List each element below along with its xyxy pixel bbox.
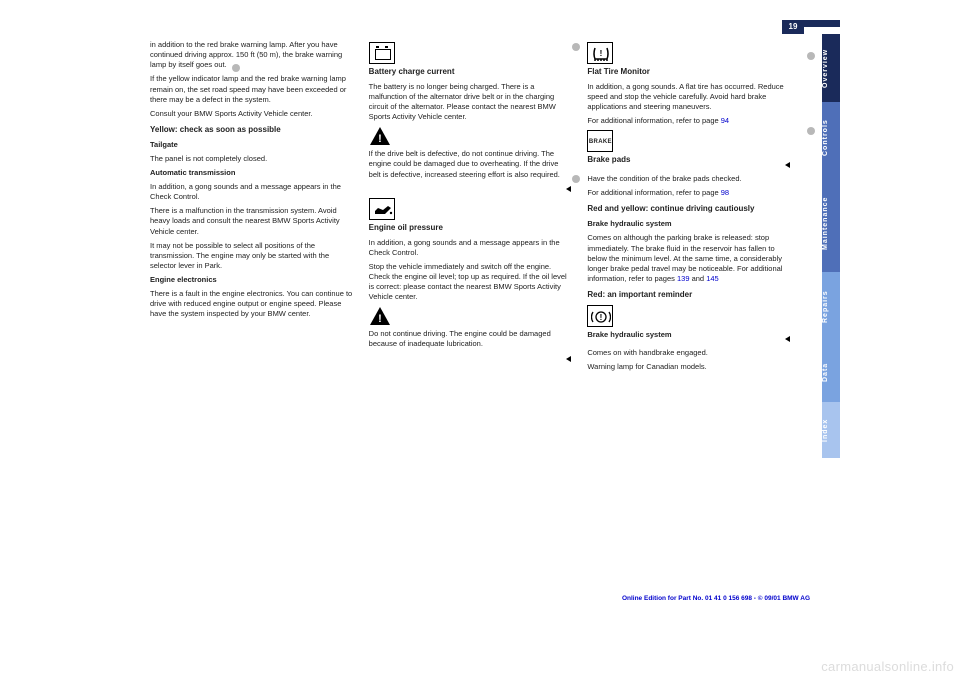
tab-overview[interactable]: Overview (822, 34, 840, 102)
body-text: Consult your BMW Sports Activity Vehicle… (150, 109, 353, 119)
body-text: If the yellow indicator lamp and the red… (150, 74, 353, 104)
page-number-bar (804, 20, 840, 27)
page-link[interactable]: 98 (721, 188, 729, 197)
tab-repairs[interactable]: Repairs (822, 272, 840, 342)
flat-tire-icon: ! (587, 42, 613, 64)
tab-index[interactable]: Index (822, 402, 840, 458)
body-text: For additional information, refer to pag… (587, 188, 790, 198)
svg-text:!: ! (600, 49, 603, 58)
tab-maintenance[interactable]: Maintenance (822, 174, 840, 272)
svg-text:!: ! (378, 133, 382, 145)
manual-page: 19 Overview Controls Maintenance Repairs… (140, 20, 840, 610)
section-title: Yellow: check as soon as possible (150, 125, 353, 136)
warning-text: If the drive belt is defective, do not c… (369, 149, 572, 179)
body-text: In addition, a gong sounds and a message… (150, 182, 353, 202)
column-3: ! Flat Tire Monitor In addition, a gong … (587, 40, 790, 376)
body-text: Stop the vehicle immediately and switch … (369, 262, 572, 303)
body-text: There is a fault in the engine electroni… (150, 289, 353, 319)
warning-triangle-icon: ! (369, 126, 395, 146)
tab-controls[interactable]: Controls (822, 102, 840, 174)
body-text: The panel is not completely closed. (150, 154, 353, 164)
svg-text:!: ! (600, 313, 603, 322)
section-title: Red and yellow: continue driving cautiou… (587, 204, 790, 215)
grey-bullet-icon (807, 127, 815, 135)
content-columns: in addition to the red brake warning lam… (150, 40, 790, 376)
grey-bullet-icon (807, 52, 815, 60)
body-text: For additional information, refer to pag… (587, 116, 790, 126)
brake-text: BRAKE (588, 138, 612, 146)
side-tabs: Overview Controls Maintenance Repairs Da… (822, 34, 840, 458)
body-text: In addition, a gong sounds. A flat tire … (587, 82, 790, 112)
subsection-title: Tailgate (150, 140, 353, 150)
body-text: Comes on with handbrake engaged. (587, 348, 790, 358)
section-title: Red: an important reminder (587, 290, 790, 301)
end-marker-icon (785, 162, 790, 168)
warning-triangle-icon: ! (369, 306, 395, 326)
warning-text: Do not continue driving. The engine coul… (369, 329, 572, 349)
subsection-title: Engine oil pressure (369, 223, 572, 234)
svg-text:!: ! (378, 313, 382, 325)
body-text: in addition to the red brake warning lam… (150, 40, 353, 70)
page-link[interactable]: 94 (721, 116, 729, 125)
column-2: Battery charge current The battery is no… (369, 40, 572, 376)
subsection-title: Engine electronics (150, 275, 353, 285)
body-text: The battery is no longer being charged. … (369, 82, 572, 123)
battery-icon (369, 42, 395, 64)
page-number: 19 (782, 20, 804, 34)
footer-text: Online Edition for Part No. 01 41 0 156 … (622, 595, 810, 602)
subsection-title: Flat Tire Monitor (587, 67, 790, 78)
column-1: in addition to the red brake warning lam… (150, 40, 353, 376)
end-marker-icon (785, 336, 790, 342)
tab-data[interactable]: Data (822, 342, 840, 402)
body-text: Comes on although the parking brake is r… (587, 233, 790, 284)
subsection-title: Automatic transmission (150, 168, 353, 178)
subsection-title: Battery charge current (369, 67, 572, 78)
brake-word-icon: BRAKE (587, 130, 613, 152)
oil-can-icon (369, 198, 395, 220)
body-text: There is a malfunction in the transmissi… (150, 206, 353, 236)
body-text: In addition, a gong sounds and a message… (369, 238, 572, 258)
body-text: Have the condition of the brake pads che… (587, 174, 790, 184)
subsection-title: Brake hydraulic system (587, 219, 790, 229)
body-text: Warning lamp for Canadian models. (587, 362, 790, 372)
brake-circle-icon: ! (587, 305, 613, 327)
end-marker-icon (566, 186, 571, 192)
end-marker-icon (566, 356, 571, 362)
page-link[interactable]: 139 (677, 274, 690, 283)
body-text: It may not be possible to select all pos… (150, 241, 353, 271)
watermark: carmanualsonline.info (821, 659, 954, 674)
page-link[interactable]: 145 (706, 274, 719, 283)
